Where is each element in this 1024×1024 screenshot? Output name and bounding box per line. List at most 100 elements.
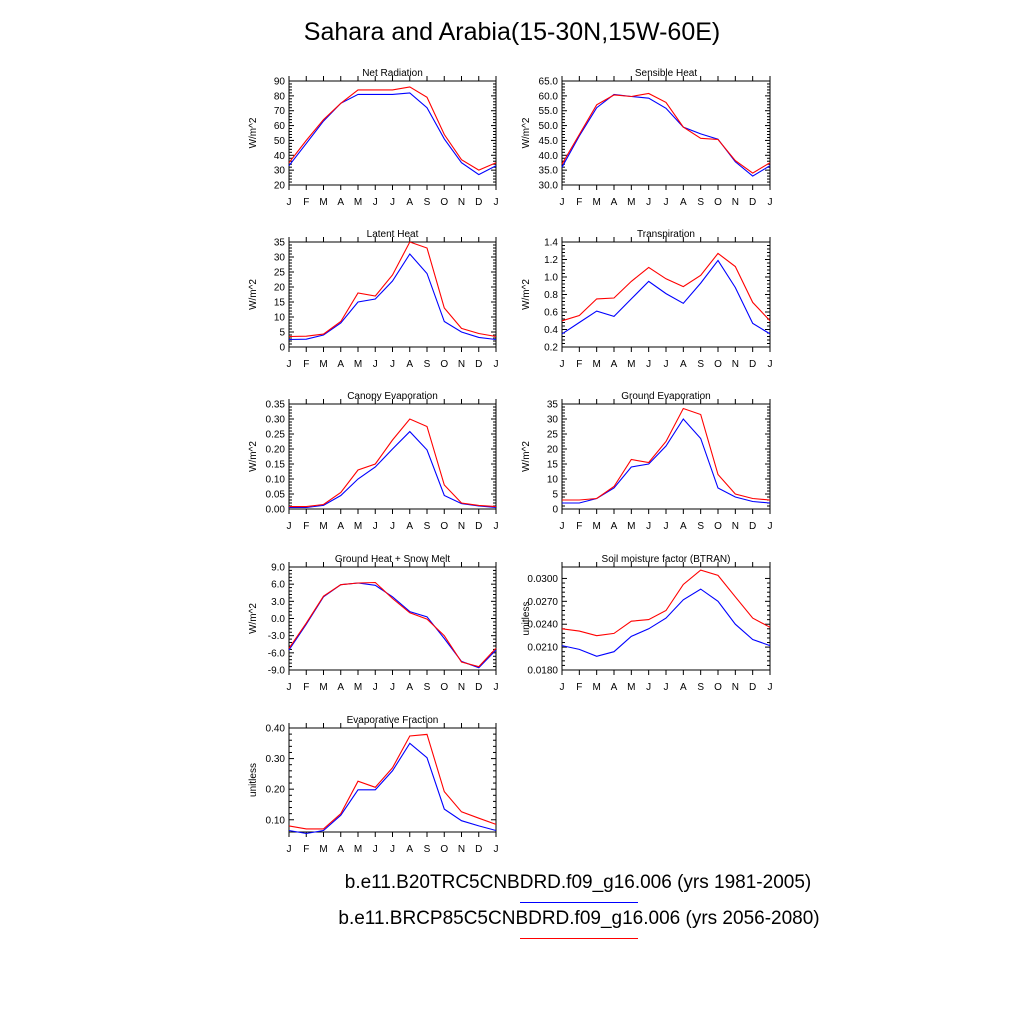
series-line-1 <box>561 93 771 177</box>
x-tick-label: J <box>646 359 651 370</box>
y-tick-label: 0.40 <box>266 724 286 735</box>
y-axis-label: unitless <box>248 763 259 797</box>
x-tick-label: J <box>390 682 395 693</box>
x-tick-label: A <box>611 682 618 693</box>
y-tick-label: 0.35 <box>266 400 286 411</box>
x-tick-label: J <box>287 197 292 208</box>
x-tick-label: J <box>390 844 395 855</box>
x-tick-label: J <box>664 197 669 208</box>
y-tick-label: -9.0 <box>268 666 286 677</box>
x-tick-label: A <box>337 197 344 208</box>
y-tick-label: 0.15 <box>266 460 286 471</box>
x-tick-label: J <box>373 682 378 693</box>
panel-title: Canopy Evaporation <box>347 391 438 402</box>
x-tick-label: J <box>664 359 669 370</box>
x-tick-label: F <box>303 682 309 693</box>
x-tick-label: S <box>424 521 431 532</box>
y-tick-label: 9.0 <box>271 563 285 574</box>
x-tick-label: N <box>458 359 465 370</box>
x-tick-label: M <box>592 682 600 693</box>
series-line-2 <box>562 407 771 501</box>
x-tick-label: M <box>319 844 327 855</box>
y-tick-label: 0.2 <box>544 343 558 354</box>
x-tick-label: O <box>714 521 722 532</box>
x-tick-label: M <box>354 521 362 532</box>
legend-label-1: b.e11.B20TRC5CNBDRD.f09_g16.006 (yrs 198… <box>344 872 812 893</box>
x-tick-label: J <box>494 844 499 855</box>
panel-title: Ground Heat + Snow Melt <box>335 554 451 565</box>
series-line-2 <box>561 569 771 637</box>
panel-8: Soil moisture factor (BTRAN) unitless 0.01… <box>521 554 773 693</box>
x-tick-label: O <box>714 197 722 208</box>
y-tick-label: 0.0240 <box>527 620 558 631</box>
y-axis-label: W/m^2 <box>521 279 532 310</box>
x-tick-label: D <box>749 197 756 208</box>
y-tick-label: 10 <box>547 475 559 486</box>
y-axis-label: W/m^2 <box>248 279 259 310</box>
y-axis-label: W/m^2 <box>521 117 532 148</box>
plot-frame <box>288 403 497 510</box>
panel-title: Transpiration <box>637 229 695 240</box>
y-tick-label: 0.0210 <box>527 643 558 654</box>
y-tick-label: 0.0270 <box>527 597 558 608</box>
series-line-1 <box>561 588 771 657</box>
y-tick-label: 0.8 <box>544 290 558 301</box>
x-tick-label: J <box>560 197 565 208</box>
x-tick-label: S <box>697 521 704 532</box>
y-tick-label: 0.4 <box>544 325 558 336</box>
x-tick-label: J <box>494 682 499 693</box>
panel-5: Canopy Evaporation W/m^2 0.00 0.05 0.10 0.15 0… <box>248 391 499 532</box>
x-tick-label: D <box>749 682 756 693</box>
x-tick-label: A <box>337 682 344 693</box>
x-tick-label: N <box>732 521 739 532</box>
x-tick-label: M <box>319 359 327 370</box>
x-tick-label: J <box>494 197 499 208</box>
x-tick-label: J <box>664 521 669 532</box>
x-tick-label: J <box>287 521 292 532</box>
series-line-2 <box>288 733 497 830</box>
x-tick-label: J <box>373 197 378 208</box>
x-tick-label: J <box>768 521 773 532</box>
series-line-2 <box>289 418 497 508</box>
x-tick-label: J <box>390 359 395 370</box>
x-tick-label: F <box>303 521 309 532</box>
plot-frame <box>288 80 497 186</box>
x-tick-label: S <box>424 197 431 208</box>
y-tick-label: 65.0 <box>539 77 559 88</box>
x-tick-label: D <box>749 359 756 370</box>
y-tick-label: 20 <box>274 181 286 192</box>
x-tick-label: J <box>390 197 395 208</box>
x-tick-label: M <box>627 521 635 532</box>
x-tick-label: J <box>287 844 292 855</box>
y-tick-label: 0.00 <box>266 505 286 516</box>
x-tick-label: M <box>592 359 600 370</box>
series-line-1 <box>561 259 771 335</box>
x-tick-label: N <box>458 197 465 208</box>
x-tick-label: A <box>406 682 413 693</box>
panel-9: Evaporative Fraction unitless 0.10 0.20 0.30… <box>248 715 499 855</box>
x-tick-label: A <box>680 197 687 208</box>
y-tick-label: 0.25 <box>266 430 286 441</box>
x-tick-label: J <box>390 521 395 532</box>
y-axis-label: W/m^2 <box>248 117 259 148</box>
y-tick-label: 0.05 <box>266 490 286 501</box>
y-tick-label: 0 <box>279 343 285 354</box>
x-tick-label: J <box>373 359 378 370</box>
x-tick-label: M <box>592 521 600 532</box>
x-tick-label: F <box>303 359 309 370</box>
x-tick-label: J <box>768 197 773 208</box>
x-tick-label: O <box>440 197 448 208</box>
y-tick-label: 1.4 <box>544 238 558 249</box>
series-line-2 <box>561 92 771 174</box>
y-tick-label: 35.0 <box>539 166 559 177</box>
x-tick-label: M <box>354 197 362 208</box>
x-tick-label: J <box>768 682 773 693</box>
x-tick-label: F <box>576 359 582 370</box>
x-tick-label: N <box>732 682 739 693</box>
x-tick-label: N <box>458 521 465 532</box>
x-tick-label: O <box>714 359 722 370</box>
